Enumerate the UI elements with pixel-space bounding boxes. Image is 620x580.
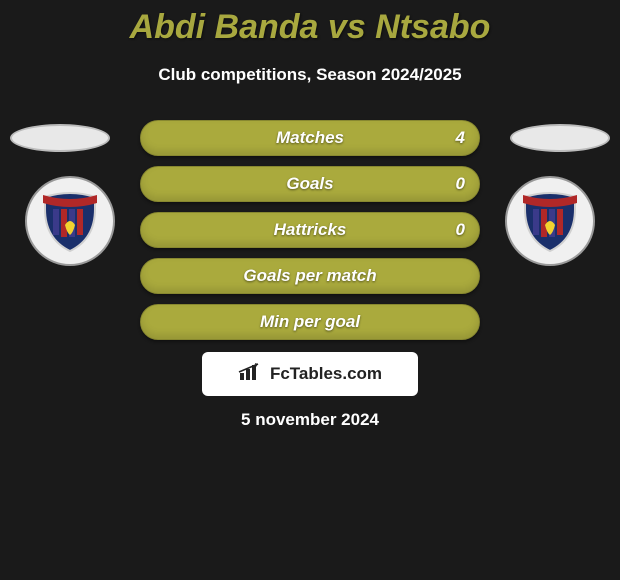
- stat-rows: Matches 4 Goals 0 Hattricks 0 Goals per …: [140, 120, 480, 350]
- stat-right-value: 0: [456, 174, 465, 194]
- club-badge-right: [505, 176, 595, 266]
- club-badge-left: [25, 176, 115, 266]
- stat-label: Hattricks: [274, 220, 347, 240]
- stat-label: Goals: [286, 174, 333, 194]
- stat-row-goals-per-match: Goals per match: [140, 258, 480, 294]
- player-left-placeholder: [10, 124, 110, 152]
- brand-text: FcTables.com: [270, 364, 382, 384]
- club-shield-icon: [41, 189, 99, 253]
- player-right-placeholder: [510, 124, 610, 152]
- stat-row-goals: Goals 0: [140, 166, 480, 202]
- subtitle: Club competitions, Season 2024/2025: [0, 65, 620, 85]
- stat-row-min-per-goal: Min per goal: [140, 304, 480, 340]
- brand-badge: FcTables.com: [202, 352, 418, 396]
- bar-chart-icon: [238, 363, 264, 386]
- stat-right-value: 0: [456, 220, 465, 240]
- stat-row-hattricks: Hattricks 0: [140, 212, 480, 248]
- stat-label: Goals per match: [243, 266, 376, 286]
- stat-label: Min per goal: [260, 312, 360, 332]
- page-title: Abdi Banda vs Ntsabo: [0, 0, 620, 47]
- club-shield-icon: [521, 189, 579, 253]
- date-text: 5 november 2024: [0, 410, 620, 430]
- stat-label: Matches: [276, 128, 344, 148]
- stat-right-value: 4: [456, 128, 465, 148]
- stat-row-matches: Matches 4: [140, 120, 480, 156]
